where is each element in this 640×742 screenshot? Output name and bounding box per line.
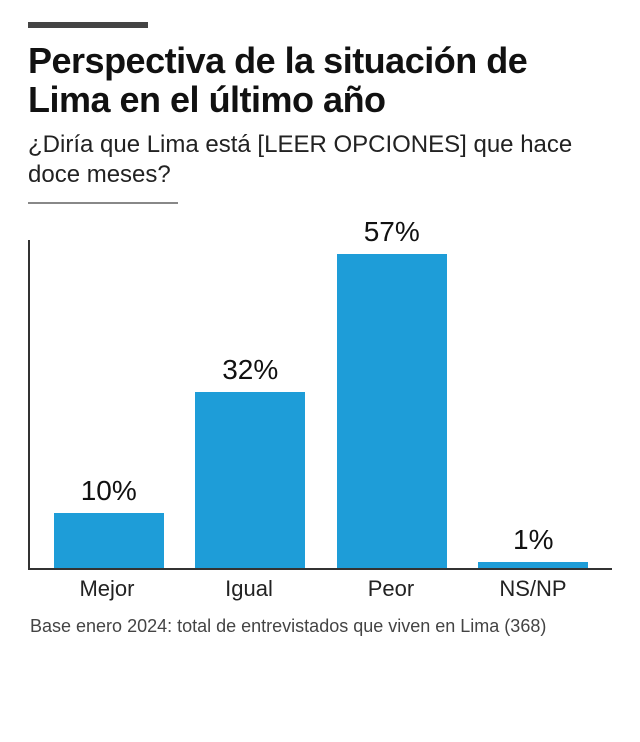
chart-title: Perspectiva de la situación de Lima en e…: [28, 42, 612, 120]
bar-value-label: 10%: [38, 475, 180, 507]
bar: [195, 392, 305, 568]
bar-value-label: 57%: [321, 216, 463, 248]
header-sub-rule: [28, 202, 178, 204]
x-axis-labels: MejorIgualPeorNS/NP: [28, 570, 612, 602]
bar-value-label: 1%: [463, 524, 605, 556]
bars-container: 10% 32%57%1%: [30, 240, 612, 568]
bar-chart: 10% 32%57%1% MejorIgualPeorNS/NP: [28, 240, 612, 602]
bar-slot: 10%: [38, 240, 180, 568]
x-axis-label: NS/NP: [462, 576, 604, 602]
x-axis-label: Mejor: [36, 576, 178, 602]
bar: [54, 513, 164, 568]
bar-value-label: 32%: [180, 354, 322, 386]
x-axis-label: Peor: [320, 576, 462, 602]
chart-footer-note: Base enero 2024: total de entrevistados …: [28, 616, 612, 637]
x-axis-label: Igual: [178, 576, 320, 602]
bar: [337, 254, 447, 568]
bar: [478, 562, 588, 568]
bar-slot: 32%: [180, 240, 322, 568]
bar-slot: 57%: [321, 240, 463, 568]
plot-area: 10% 32%57%1%: [28, 240, 612, 570]
bar-slot: 1%: [463, 240, 605, 568]
chart-subtitle: ¿Diría que Lima está [LEER OPCIONES] que…: [28, 130, 612, 190]
header-top-rule: [28, 22, 148, 28]
